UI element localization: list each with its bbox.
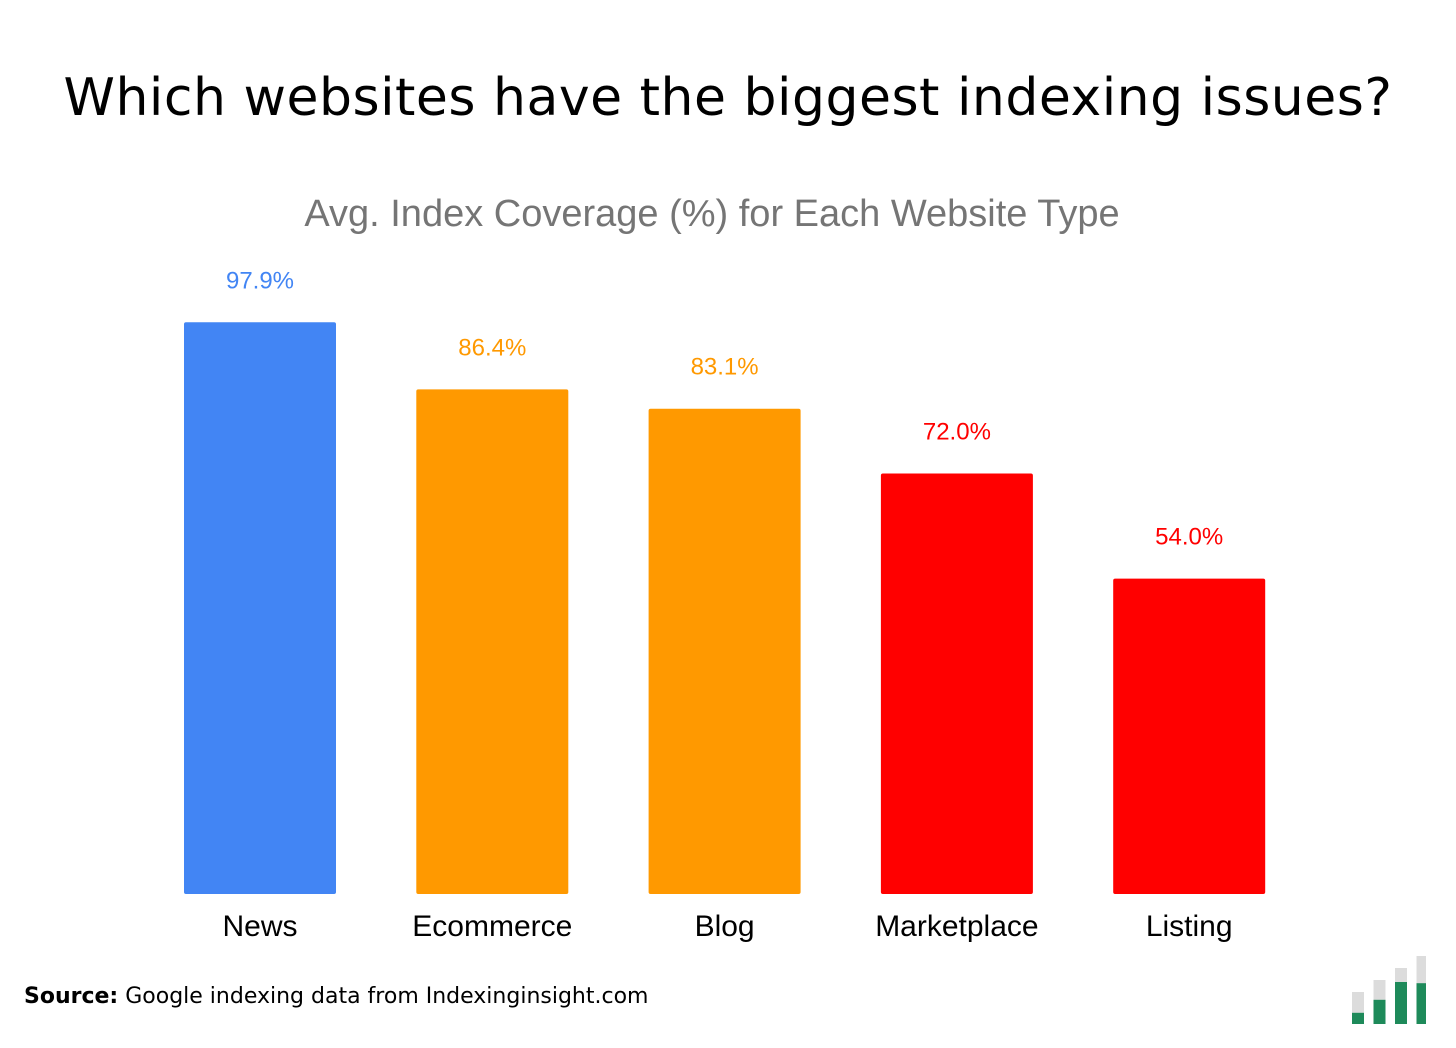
chart-title: Avg. Index Coverage (%) for Each Website… bbox=[304, 193, 1119, 235]
logo-bar-4 bbox=[1416, 983, 1426, 1024]
bar-news bbox=[184, 322, 336, 894]
source-text: Google indexing data from Indexinginsigh… bbox=[125, 984, 649, 1009]
bar-chart: Avg. Index Coverage (%) for Each Website… bbox=[184, 193, 1266, 943]
source-note: Source: Google indexing data from Indexi… bbox=[24, 984, 648, 1009]
value-label-ecommerce: 86.4% bbox=[458, 334, 526, 361]
logo-bar-2 bbox=[1373, 999, 1386, 1024]
value-label-listing: 54.0% bbox=[1155, 524, 1223, 551]
category-label-listing: Listing bbox=[1146, 910, 1233, 943]
bar-marketplace bbox=[880, 473, 1033, 894]
logo-bar-3 bbox=[1395, 982, 1407, 1024]
bar-listing bbox=[1113, 578, 1266, 894]
value-label-marketplace: 72.0% bbox=[923, 419, 991, 446]
category-label-marketplace: Marketplace bbox=[875, 910, 1038, 943]
category-label-news: News bbox=[222, 910, 297, 943]
bar-chart-logo-icon bbox=[1352, 956, 1426, 1024]
bars-group: 97.9% News 86.4% Ecommerce 83.1% Blog 72.0% Mar… bbox=[184, 267, 1266, 943]
bar-ecommerce bbox=[416, 389, 569, 894]
value-label-news: 97.9% bbox=[226, 267, 294, 294]
category-label-blog: Blog bbox=[695, 910, 755, 943]
value-label-blog: 83.1% bbox=[691, 354, 759, 381]
logo-bar-1 bbox=[1352, 1012, 1364, 1024]
source-label: Source: bbox=[24, 984, 119, 1009]
page-headline: Which websites have the biggest indexing… bbox=[63, 68, 1393, 128]
category-label-ecommerce: Ecommerce bbox=[412, 910, 572, 943]
bar-blog bbox=[648, 408, 801, 894]
